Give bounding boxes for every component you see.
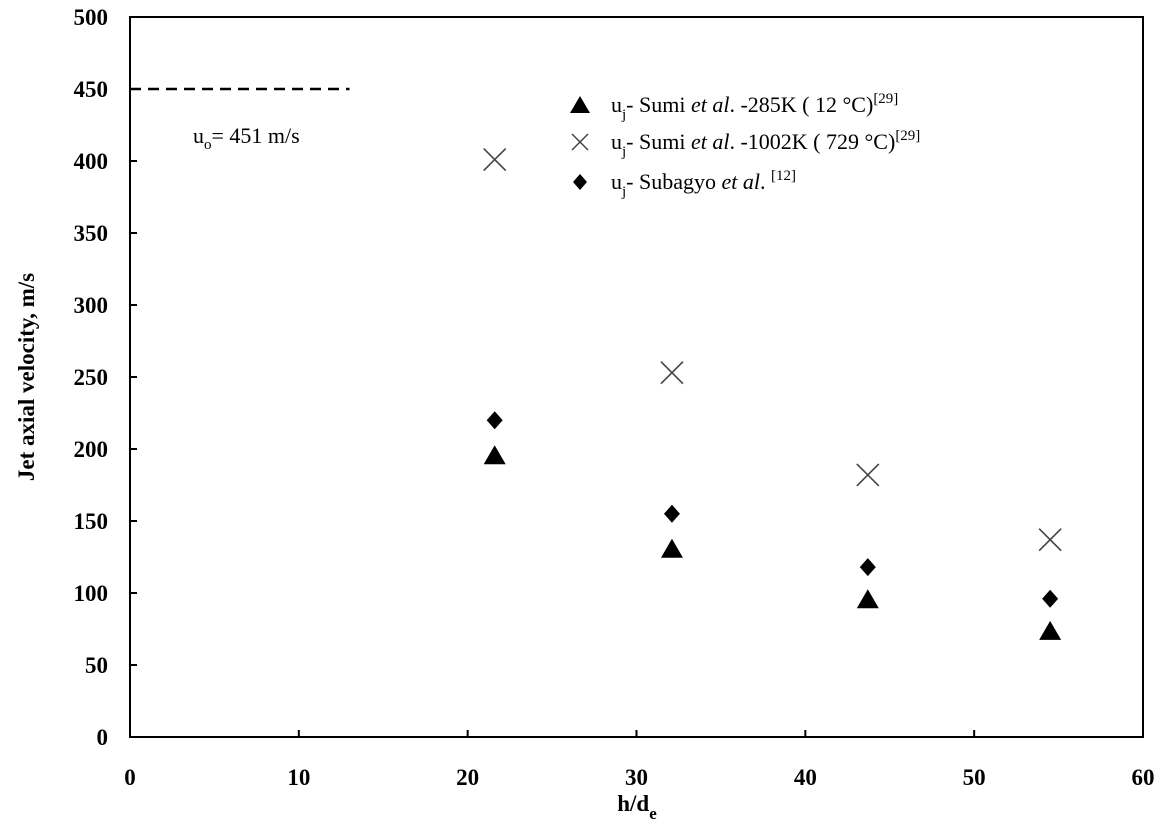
legend-1-pre: - Sumi (626, 92, 691, 117)
data-point-triangle (483, 445, 506, 465)
legend-1-italic: et al (691, 92, 730, 117)
data-point-diamond (859, 558, 876, 577)
annotation-sub: o (204, 137, 212, 153)
data-point-x (1038, 528, 1062, 552)
legend-3-u: u (611, 169, 622, 194)
data-point-triangle (1039, 620, 1062, 640)
y-tick-label: 400 (74, 149, 109, 174)
data-point-x (483, 147, 507, 172)
data-point-triangle (856, 589, 879, 609)
legend-3-sub: j (621, 184, 626, 200)
y-tick-label: 200 (74, 437, 109, 462)
data-point-x (856, 463, 880, 487)
y-tick-label: 300 (74, 293, 109, 318)
legend-3-pre: - Subagyo (626, 169, 721, 194)
legend-1-u: u (611, 92, 622, 117)
x-axis-label: h/de (617, 791, 657, 823)
x-tick-label: 20 (456, 765, 479, 790)
legend-2-ref: [29] (895, 128, 920, 144)
data-point-triangle (660, 538, 683, 558)
y-tick-label: 0 (97, 725, 109, 750)
x-axis-label-sub: e (649, 804, 657, 823)
y-tick-label: 100 (74, 581, 109, 606)
legend-entry-1: uj- Sumi et al. -285K ( 12 °C)[29] (611, 91, 898, 123)
y-tick-label: 450 (74, 77, 109, 102)
legend-3-post: . (760, 169, 771, 194)
legend-2-post: . -1002K ( 729 °C) (729, 129, 895, 154)
x-tick-label: 10 (287, 765, 310, 790)
legend-1-ref: [29] (873, 91, 898, 107)
data-point-diamond (663, 504, 680, 523)
legend-1-sub: j (621, 107, 626, 123)
legend-2-pre: - Sumi (626, 129, 691, 154)
y-tick-label: 350 (74, 221, 109, 246)
legend-3-italic: et al (722, 169, 761, 194)
legend-marker-diamond (573, 174, 587, 190)
y-tick-label: 500 (74, 5, 109, 30)
x-tick-label: 50 (963, 765, 986, 790)
y-tick-label: 150 (74, 509, 109, 534)
legend-entry-2: uj- Sumi et al. -1002K ( 729 °C)[29] (611, 128, 920, 160)
legend-1-post: . -285K ( 12 °C) (729, 92, 873, 117)
data-point-diamond (486, 411, 503, 430)
legend: uj- Sumi et al. -285K ( 12 °C)[29] uj- S… (570, 91, 920, 200)
legend-marker-triangle (570, 96, 590, 113)
x-tick-label: 0 (124, 765, 136, 790)
y-axis-label: Jet axial velocity, m/s (14, 273, 39, 481)
reference-annotation: uo= 451 m/s (193, 123, 300, 153)
legend-3-ref: [12] (771, 168, 796, 184)
data-point-diamond (1042, 589, 1059, 608)
y-axis: 0 50 100 150 200 250 300 350 400 450 500 (74, 5, 137, 750)
legend-2-u: u (611, 129, 622, 154)
annotation-u: u (193, 123, 204, 148)
x-axis-label-main: h/d (617, 791, 649, 816)
x-tick-label: 40 (794, 765, 817, 790)
x-tick-label: 30 (625, 765, 648, 790)
legend-marker-x (571, 133, 589, 151)
legend-entry-3: uj- Subagyo et al. [12] (611, 168, 796, 200)
legend-2-sub: j (621, 144, 626, 160)
legend-2-italic: et al (691, 129, 730, 154)
y-tick-label: 250 (74, 365, 109, 390)
data-points (483, 147, 1062, 640)
data-point-x (660, 361, 684, 385)
x-axis: 0 10 20 30 40 50 60 (124, 730, 1155, 790)
x-tick-label: 60 (1132, 765, 1155, 790)
y-tick-label: 50 (85, 653, 108, 678)
annotation-rest: = 451 m/s (212, 123, 300, 148)
